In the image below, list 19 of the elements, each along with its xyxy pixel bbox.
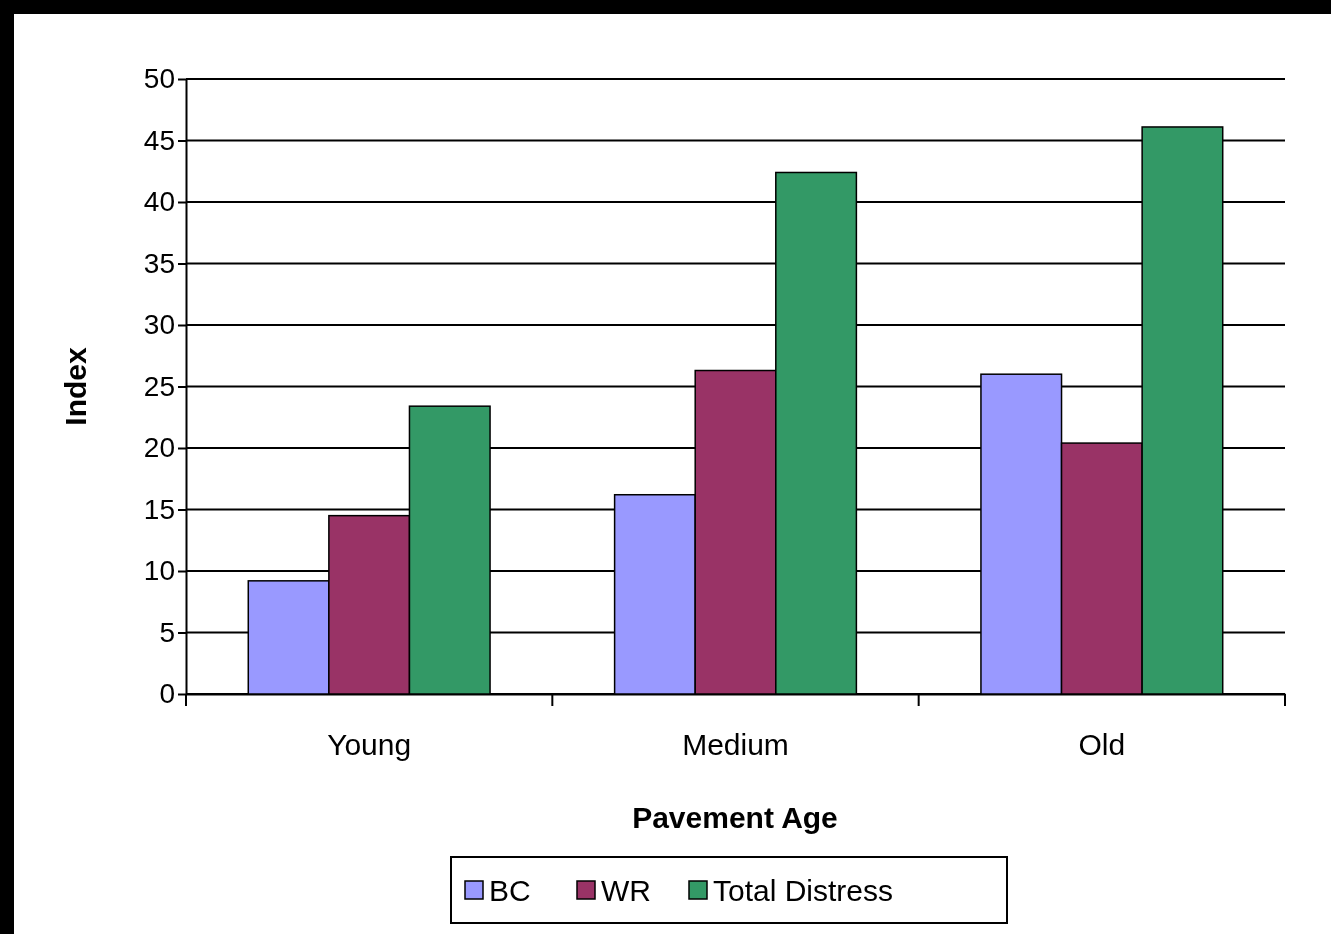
y-tick-label: 25 [143,370,175,402]
y-tick-label: 0 [159,678,175,710]
y-tick-label: 20 [143,432,175,464]
y-tick-label: 40 [143,186,175,218]
y-axis-title: Index [59,347,92,426]
y-tick-label: 5 [159,616,175,648]
legend-label: BC [489,874,531,907]
y-tick-label: 10 [143,555,175,587]
y-tick-label: 50 [143,63,175,95]
x-tick-label: Old [1078,728,1126,762]
legend-label: Total Distress [713,874,894,907]
y-tick-label: 45 [143,124,175,156]
x-tick-label: Young [327,728,412,762]
legend-label: WR [601,874,651,907]
y-tick-label: 15 [143,493,175,525]
y-tick-label: 35 [143,247,175,279]
y-tick-label: 30 [143,309,175,341]
x-axis-title: Pavement Age [632,801,838,834]
x-tick-label: Medium [682,728,789,762]
